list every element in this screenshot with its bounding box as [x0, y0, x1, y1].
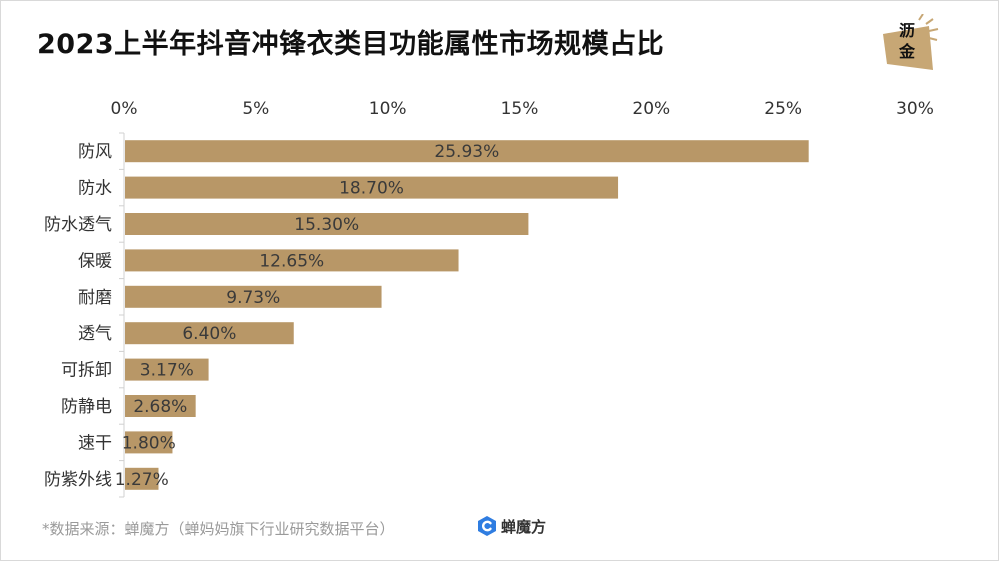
data-label: 9.73% — [226, 288, 280, 308]
category-label: 防水透气 — [44, 215, 112, 235]
category-label: 防风 — [78, 142, 112, 162]
x-tick-label: 10% — [369, 99, 407, 119]
category-label: 速干 — [78, 433, 112, 453]
x-tick-label: 20% — [632, 99, 670, 119]
bar — [125, 395, 196, 417]
logo-text: 沥 金 — [893, 20, 921, 62]
data-label: 1.27% — [115, 470, 169, 490]
data-label: 15.30% — [294, 215, 359, 235]
data-label: 18.70% — [339, 179, 404, 199]
bar — [125, 322, 294, 345]
logo-char-2: 金 — [898, 42, 915, 61]
category-label: 防静电 — [61, 397, 112, 417]
logo: 沥 金 — [873, 14, 943, 76]
x-tick-label: 0% — [111, 99, 138, 119]
x-tick-label: 15% — [501, 99, 539, 119]
logo-mark — [883, 14, 939, 70]
bar — [125, 285, 382, 308]
category-label: 透气 — [78, 324, 112, 344]
brand-name: 蝉魔方 — [501, 517, 547, 536]
bar — [125, 213, 529, 235]
data-label: 3.17% — [140, 361, 194, 381]
brand: 蝉魔方 — [476, 515, 546, 537]
data-source-note: *数据来源：蝉魔方（蝉妈妈旗下行业研究数据平台） — [42, 520, 395, 538]
category-label: 防水 — [78, 179, 112, 199]
logo-char-1: 沥 — [898, 21, 915, 40]
category-label: 耐磨 — [78, 288, 112, 308]
category-label: 保暖 — [78, 251, 112, 271]
bar — [125, 358, 209, 381]
bar — [125, 249, 459, 272]
data-label: 2.68% — [133, 397, 187, 417]
bar — [125, 467, 159, 490]
data-label: 12.65% — [259, 251, 324, 271]
x-tick-label: 5% — [242, 99, 269, 119]
data-label: 6.40% — [182, 324, 236, 344]
bar — [125, 431, 173, 454]
bar — [125, 140, 809, 163]
bar — [125, 176, 619, 199]
x-tick-label: 25% — [764, 99, 802, 119]
chanmofang-logo-icon — [478, 516, 496, 536]
category-label: 防紫外线 — [44, 470, 112, 490]
data-label: 1.80% — [122, 433, 176, 453]
chart-title: 2023上半年抖音冲锋衣类目功能属性市场规模占比 — [37, 29, 665, 60]
category-label: 可拆卸 — [61, 361, 112, 381]
data-label: 25.93% — [434, 142, 499, 162]
x-tick-label: 30% — [896, 99, 934, 119]
